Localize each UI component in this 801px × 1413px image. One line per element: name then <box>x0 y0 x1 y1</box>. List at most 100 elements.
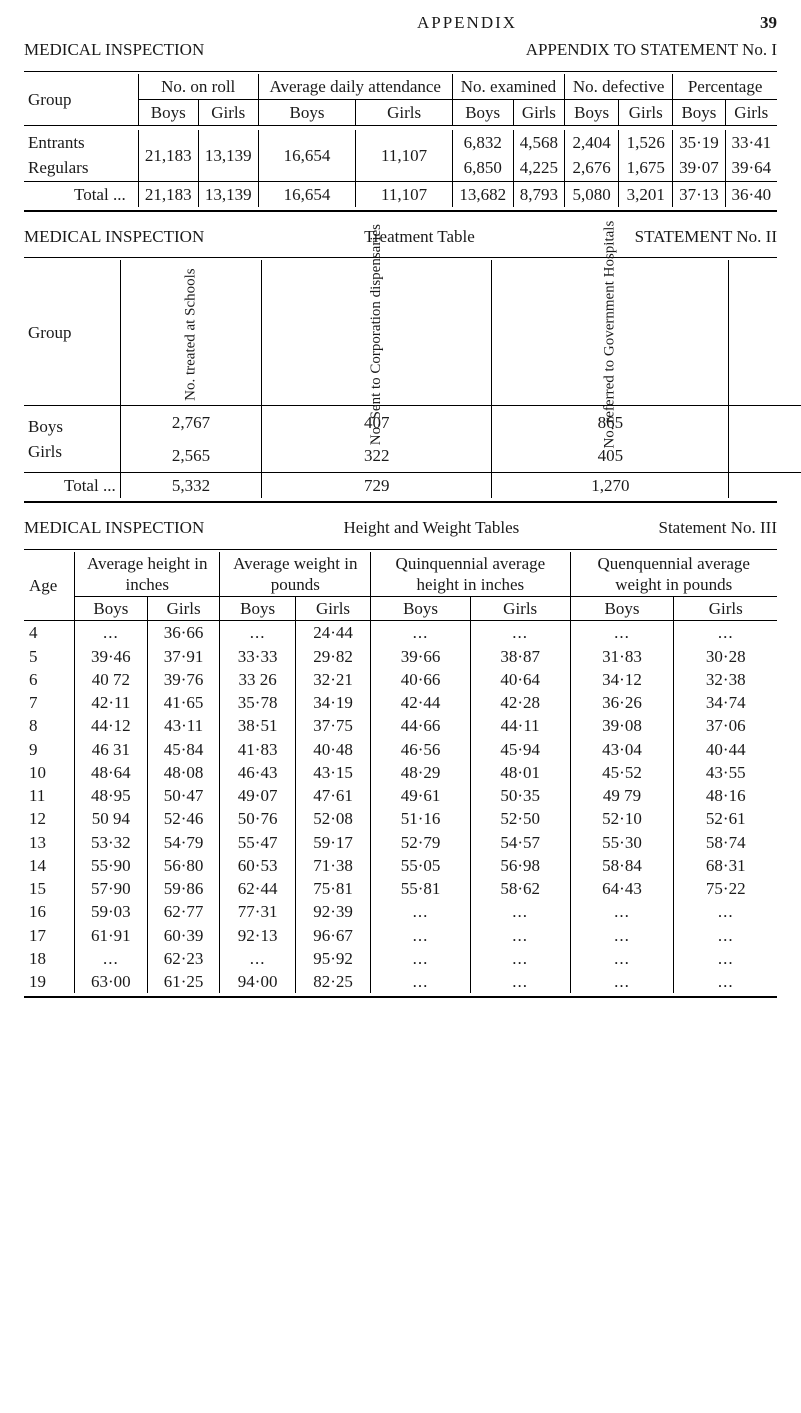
t3-right-title: Statement No. III <box>659 517 778 538</box>
t3-h-2: Average weight in pounds <box>220 552 371 597</box>
t1-r1c7: 1,675 <box>619 155 673 181</box>
t3-cell: 34·12 <box>570 668 674 691</box>
t3-cell: 43·11 <box>147 714 220 737</box>
table-1: Group No. on roll Average daily attendan… <box>24 74 777 207</box>
t3-cell: ... <box>570 970 674 993</box>
t3-cell: 40·66 <box>371 668 471 691</box>
t1-sub-boys-2: Boys <box>452 99 513 125</box>
t3-cell: ... <box>470 924 570 947</box>
t3-cell: 52·79 <box>371 831 471 854</box>
t3-cell: 60·39 <box>147 924 220 947</box>
t3-cell: 8 <box>24 714 75 737</box>
t3-cell: 53·32 <box>75 831 148 854</box>
t1-r0c9: 33·41 <box>725 130 777 155</box>
t3-cell: 58·84 <box>570 854 674 877</box>
t1-h-att: Average daily attendance <box>258 74 452 100</box>
t3-cell: 52·50 <box>470 807 570 830</box>
t3-cell: ... <box>470 900 570 923</box>
t3-cell: 50·76 <box>220 807 295 830</box>
t3-s-g3: Girls <box>470 597 570 621</box>
t3-h-4: Quenquennial average weight in pounds <box>570 552 777 597</box>
table-row: 1761·9160·3992·1396·67............ <box>24 924 777 947</box>
t2-r0-label: Boys <box>24 405 120 439</box>
t1-shared-0: 21,183 <box>138 130 198 181</box>
t3-cell: ... <box>470 970 570 993</box>
t2-r1c3: 44 <box>729 439 801 473</box>
t2-r2c0: 5,332 <box>120 473 261 499</box>
t3-left-title: MEDICAL INSPECTION <box>24 517 204 538</box>
t3-cell: 49·07 <box>220 784 295 807</box>
t2-r0c0: 2,767 <box>120 405 261 439</box>
t3-cell: 36·66 <box>147 621 220 645</box>
t3-cell: ... <box>371 947 471 970</box>
t3-cell: ... <box>674 924 777 947</box>
t1-sub-boys-4: Boys <box>673 99 725 125</box>
t2-r1-label: Girls <box>24 439 120 473</box>
t2-r2c2: 1,270 <box>492 473 729 499</box>
t3-cell: ... <box>470 621 570 645</box>
t3-cell: ... <box>570 924 674 947</box>
t3-cell: 37·91 <box>147 645 220 668</box>
t3-cell: 15 <box>24 877 75 900</box>
t3-cell: 33·33 <box>220 645 295 668</box>
t3-cell: ... <box>674 900 777 923</box>
t3-cell: 50 94 <box>75 807 148 830</box>
t3-cell: 6 <box>24 668 75 691</box>
t3-cell: 42·11 <box>75 691 148 714</box>
t3-cell: 92·39 <box>295 900 370 923</box>
table-row: 1048·6448·0846·4343·1548·2948·0145·5243·… <box>24 761 777 784</box>
t3-cell: 24·44 <box>295 621 370 645</box>
t1-r1c6: 2,676 <box>565 155 619 181</box>
t3-cell: 39·66 <box>371 645 471 668</box>
table-3: Age Average height in inches Average wei… <box>24 552 777 994</box>
table-row: 18...62·23...95·92............ <box>24 947 777 970</box>
t1-r0c8: 35·19 <box>673 130 725 155</box>
t3-cell: ... <box>470 947 570 970</box>
t1-sub-boys-3: Boys <box>565 99 619 125</box>
t3-cell: 9 <box>24 738 75 761</box>
t3-cell: 16 <box>24 900 75 923</box>
t3-cell: 13 <box>24 831 75 854</box>
t3-cell: ... <box>75 621 148 645</box>
t1-r0c5: 4,568 <box>513 130 565 155</box>
t2-right-title: STATEMENT No. II <box>635 226 777 247</box>
t3-cell: 48·64 <box>75 761 148 784</box>
t2-r1c0: 2,565 <box>120 439 261 473</box>
t3-cell: 55·05 <box>371 854 471 877</box>
t3-cell: 57·90 <box>75 877 148 900</box>
t3-h-3: Quinquennial average height in inches <box>371 552 570 597</box>
t3-cell: 68·31 <box>674 854 777 877</box>
t3-cell: ... <box>220 947 295 970</box>
t1-sub-boys-1: Boys <box>258 99 356 125</box>
t1-h-exam: No. examined <box>452 74 564 100</box>
t2-h3: No. referred to Government Hospitals <box>602 220 619 448</box>
t2-r2-label: Total ... <box>24 473 120 499</box>
t3-cell: 48·16 <box>674 784 777 807</box>
t1-h-def: No. defective <box>565 74 673 100</box>
t3-cell: 46·56 <box>371 738 471 761</box>
t3-cell: 34·19 <box>295 691 370 714</box>
t3-cell: ... <box>371 900 471 923</box>
t3-cell: 55·47 <box>220 831 295 854</box>
t3-cell: 77·31 <box>220 900 295 923</box>
t3-cell: 52·10 <box>570 807 674 830</box>
t3-cell: 39·46 <box>75 645 148 668</box>
t2-h1: No. treated at Schools <box>182 268 199 400</box>
t3-cell: 59·17 <box>295 831 370 854</box>
t3-s-g2: Girls <box>295 597 370 621</box>
t3-cell: 42·28 <box>470 691 570 714</box>
t3-cell: 35·78 <box>220 691 295 714</box>
t3-s-g1: Girls <box>147 597 220 621</box>
t3-cell: ... <box>75 947 148 970</box>
t3-cell: 4 <box>24 621 75 645</box>
t1-sub-boys-0: Boys <box>138 99 198 125</box>
t3-cell: ... <box>674 970 777 993</box>
table-row: Boys 2,767 407 865 27 3 849 361 5,842 <box>24 405 801 439</box>
t1-r2c8: 37·13 <box>673 181 725 207</box>
table-row: 640 7239·7633 2632·2140·6640·6434·1232·3… <box>24 668 777 691</box>
t3-cell: 43·55 <box>674 761 777 784</box>
t3-cell: 62·23 <box>147 947 220 970</box>
t3-s-b1: Boys <box>75 597 148 621</box>
table-row: 1557·9059·8662·4475·8155·8158·6264·4375·… <box>24 877 777 900</box>
t1-r0-label: Entrants <box>24 130 138 155</box>
